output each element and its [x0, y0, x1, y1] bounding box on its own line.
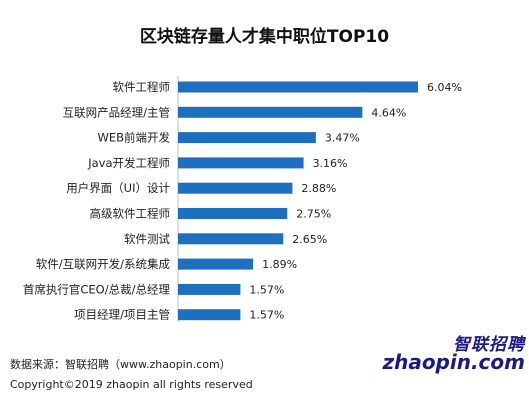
chart-title: 区块链存量人才集中职位TOP10 — [139, 27, 390, 47]
value-label: 2.88% — [301, 182, 336, 195]
bar — [178, 182, 293, 194]
category-label: Java开发工程师 — [87, 156, 170, 170]
value-label: 2.75% — [296, 208, 331, 221]
value-label: 2.65% — [292, 233, 327, 246]
bar — [178, 106, 363, 118]
logo-chinese-text: 智联招聘 — [453, 335, 525, 355]
bar — [178, 283, 241, 295]
category-label: 首席执行官CEO/总裁/总经理 — [23, 282, 171, 296]
copyright-note: Copyright©2019 zhaopin all rights reserv… — [10, 378, 253, 391]
bar — [178, 258, 254, 270]
category-label: 项目经理/项目主管 — [74, 308, 170, 322]
data-source-note: 数据来源：智联招聘（www.zhaopin.com） — [10, 358, 231, 371]
category-label: 高级软件工程师 — [90, 207, 171, 221]
category-label: 软件工程师 — [113, 80, 171, 94]
bar — [178, 309, 241, 321]
value-label: 1.57% — [249, 309, 284, 322]
bar — [178, 132, 316, 144]
category-label: 用户界面（UI）设计 — [66, 181, 170, 195]
bar — [178, 208, 288, 219]
value-label: 1.57% — [249, 283, 284, 296]
bar — [178, 233, 284, 245]
bar — [178, 81, 418, 93]
zhaopin-logo: 智联招聘 zhaopin.com — [382, 330, 525, 378]
value-label: 1.89% — [262, 258, 297, 271]
value-label: 3.16% — [313, 157, 348, 170]
value-label: 6.04% — [427, 81, 462, 94]
category-label: 互联网产品经理/主管 — [63, 105, 170, 119]
category-label: 软件测试 — [124, 232, 170, 246]
value-label: 4.64% — [371, 106, 406, 119]
bars-group: 软件工程师 6.04% 互联网产品经理/主管 4.64% WEB前端开发 3.47% Jav… — [23, 80, 462, 322]
bar — [178, 157, 304, 169]
value-label: 3.47% — [325, 132, 360, 145]
logo-english-text: zhaopin.com — [382, 350, 525, 374]
category-label: WEB前端开发 — [97, 131, 170, 145]
category-label: 软件/互联网开发/系统集成 — [36, 257, 171, 271]
